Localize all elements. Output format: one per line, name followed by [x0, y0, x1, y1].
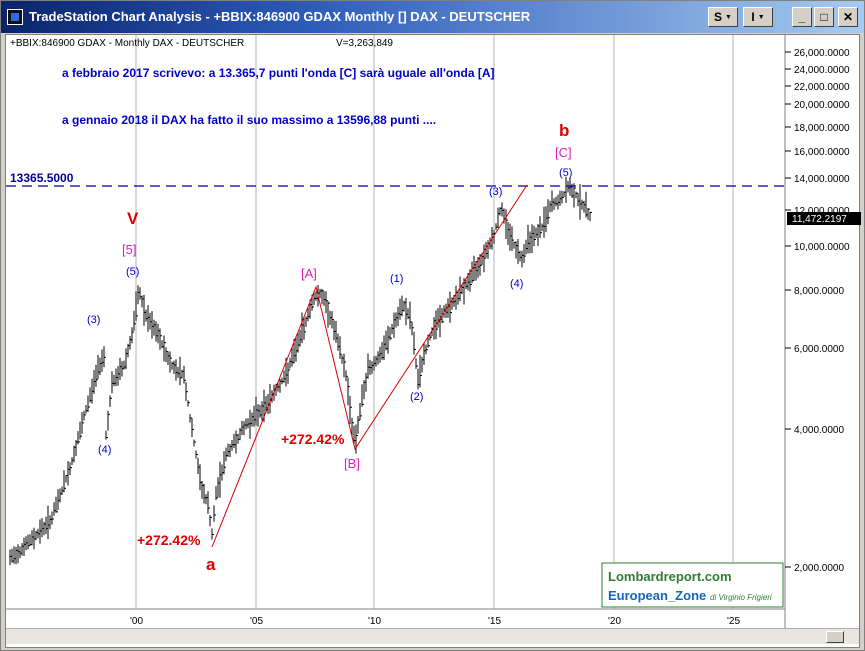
price-axis-label: 4,000.0000 — [794, 425, 844, 436]
s-menu-label: S — [714, 10, 723, 24]
time-axis-label: '15 — [488, 616, 501, 627]
chart-area[interactable]: +BBIX:846900 GDAX - Monthly DAX - DEUTSC… — [5, 34, 861, 648]
time-axis-label: '20 — [608, 616, 621, 627]
price-axis-label: 12,000.0000 — [794, 206, 850, 217]
price-axis-label: 2,000.0000 — [794, 563, 844, 574]
price-axis-label: 22,000.0000 — [794, 82, 850, 93]
time-axis-label: '00 — [130, 616, 143, 627]
close-button[interactable]: ✕ — [838, 7, 858, 27]
close-icon: ✕ — [842, 10, 854, 24]
time-axis-labels: '00 '05 '10 '15 '20 '25 — [130, 616, 740, 627]
watermark-site: Lombardreport.com — [608, 569, 732, 584]
maximize-icon: □ — [820, 10, 828, 24]
label-wave-3-1998: (3) — [87, 314, 100, 326]
label-wave-3: (3) — [489, 186, 502, 198]
minimize-icon: _ — [798, 10, 806, 24]
watermark-european-zone: European_Zone — [608, 588, 706, 603]
price-axis-labels: 26,000.0000 24,000.0000 22,000.0000 20,000.… — [785, 48, 850, 574]
price-axis-label: 16,000.0000 — [794, 147, 850, 158]
label-letter-a: a — [206, 555, 216, 574]
last-price-label: 11,472.2197 — [792, 214, 847, 225]
scrollbar-thumb[interactable] — [826, 631, 844, 643]
price-axis-label: 8,000.0000 — [794, 286, 844, 297]
last-price-tag — [787, 212, 861, 225]
note-gennaio-2018: a gennaio 2018 il DAX ha fatto il suo ma… — [62, 113, 436, 127]
label-bracket-5: [5] — [122, 242, 136, 257]
price-bars — [9, 176, 592, 566]
price-axis-label: 14,000.0000 — [794, 174, 850, 185]
dropdown-caret-icon: ▼ — [725, 13, 732, 21]
label-wave-5: (5) — [559, 167, 572, 179]
dropdown-caret-icon: ▼ — [757, 13, 765, 21]
label-letter-b: b — [559, 121, 569, 140]
price-axis-label: 18,000.0000 — [794, 123, 850, 134]
time-axis-label: '25 — [727, 616, 740, 627]
watermark-box — [601, 562, 784, 608]
price-chart-svg[interactable]: +BBIX:846900 GDAX - Monthly DAX - DEUTSC… — [6, 35, 861, 629]
label-wave-4-1998: (4) — [98, 444, 111, 456]
note-febbraio-2017: a febbraio 2017 scrivevo: a 13.365,7 pun… — [62, 66, 495, 80]
time-axis-label: '05 — [250, 616, 263, 627]
price-axis-label: 24,000.0000 — [794, 65, 850, 76]
watermark-author: di Virginio Frigieri — [710, 593, 772, 602]
chart-symbol-header: +BBIX:846900 GDAX - Monthly DAX - DEUTSC… — [10, 38, 244, 49]
price-axis-label: 26,000.0000 — [794, 48, 850, 59]
label-bracket-a: [A] — [301, 266, 317, 281]
price-axis-label: 10,000.0000 — [794, 242, 850, 253]
maximize-button[interactable]: □ — [814, 7, 834, 27]
label-pct-mid: +272.42% — [281, 431, 345, 447]
title-bar[interactable]: TradeStation Chart Analysis - +BBIX:8469… — [1, 1, 864, 33]
label-wave-4: (4) — [510, 278, 523, 290]
time-axis-label: '10 — [368, 616, 381, 627]
label-bracket-b: [B] — [344, 456, 360, 471]
label-big-v: V — [127, 209, 139, 228]
grid-lines — [135, 35, 734, 609]
price-axis-label: 6,000.0000 — [794, 344, 844, 355]
price-axis-label: 20,000.0000 — [794, 100, 850, 111]
i-menu-label: I — [751, 10, 755, 24]
tradestation-app-icon[interactable] — [7, 9, 23, 25]
elliott-trend-lines — [211, 184, 528, 548]
minimize-button[interactable]: _ — [792, 7, 812, 27]
label-pct-left: +272.42% — [137, 532, 201, 548]
i-menu-button[interactable]: I ▼ — [743, 7, 773, 27]
label-wave-1: (1) — [390, 273, 403, 285]
level-line-label: 13365.5000 — [10, 171, 74, 185]
s-menu-button[interactable]: S ▼ — [708, 7, 738, 27]
label-wave-2: (2) — [410, 391, 423, 403]
window-title: TradeStation Chart Analysis - +BBIX:8469… — [29, 9, 531, 24]
volume-header: V=3,263,849 — [336, 38, 393, 49]
label-wave-5-2000: (5) — [126, 266, 139, 278]
horizontal-scrollbar[interactable] — [6, 628, 859, 644]
label-bracket-c: [C] — [555, 145, 572, 160]
